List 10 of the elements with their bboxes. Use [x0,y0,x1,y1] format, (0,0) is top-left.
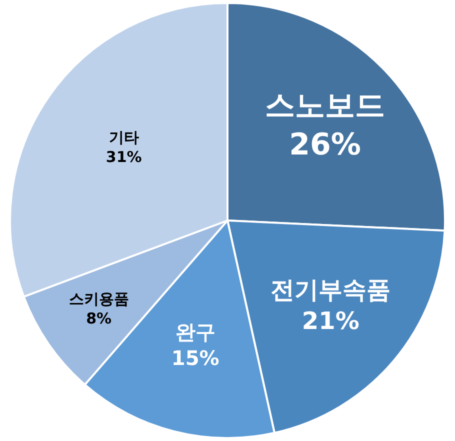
slice-label: 기타 [108,128,139,147]
slice-label: 스키용품 [68,290,129,308]
data-label: 21% [302,307,360,336]
slice-label: 전기부속품 [270,276,391,304]
data-label: 31% [106,148,142,166]
data-label: 15% [171,346,220,370]
slice-label: 스노보드 [265,88,386,124]
data-label: 26% [289,128,361,163]
data-label: 8% [86,309,112,328]
slice-label: 완구 [175,320,216,344]
